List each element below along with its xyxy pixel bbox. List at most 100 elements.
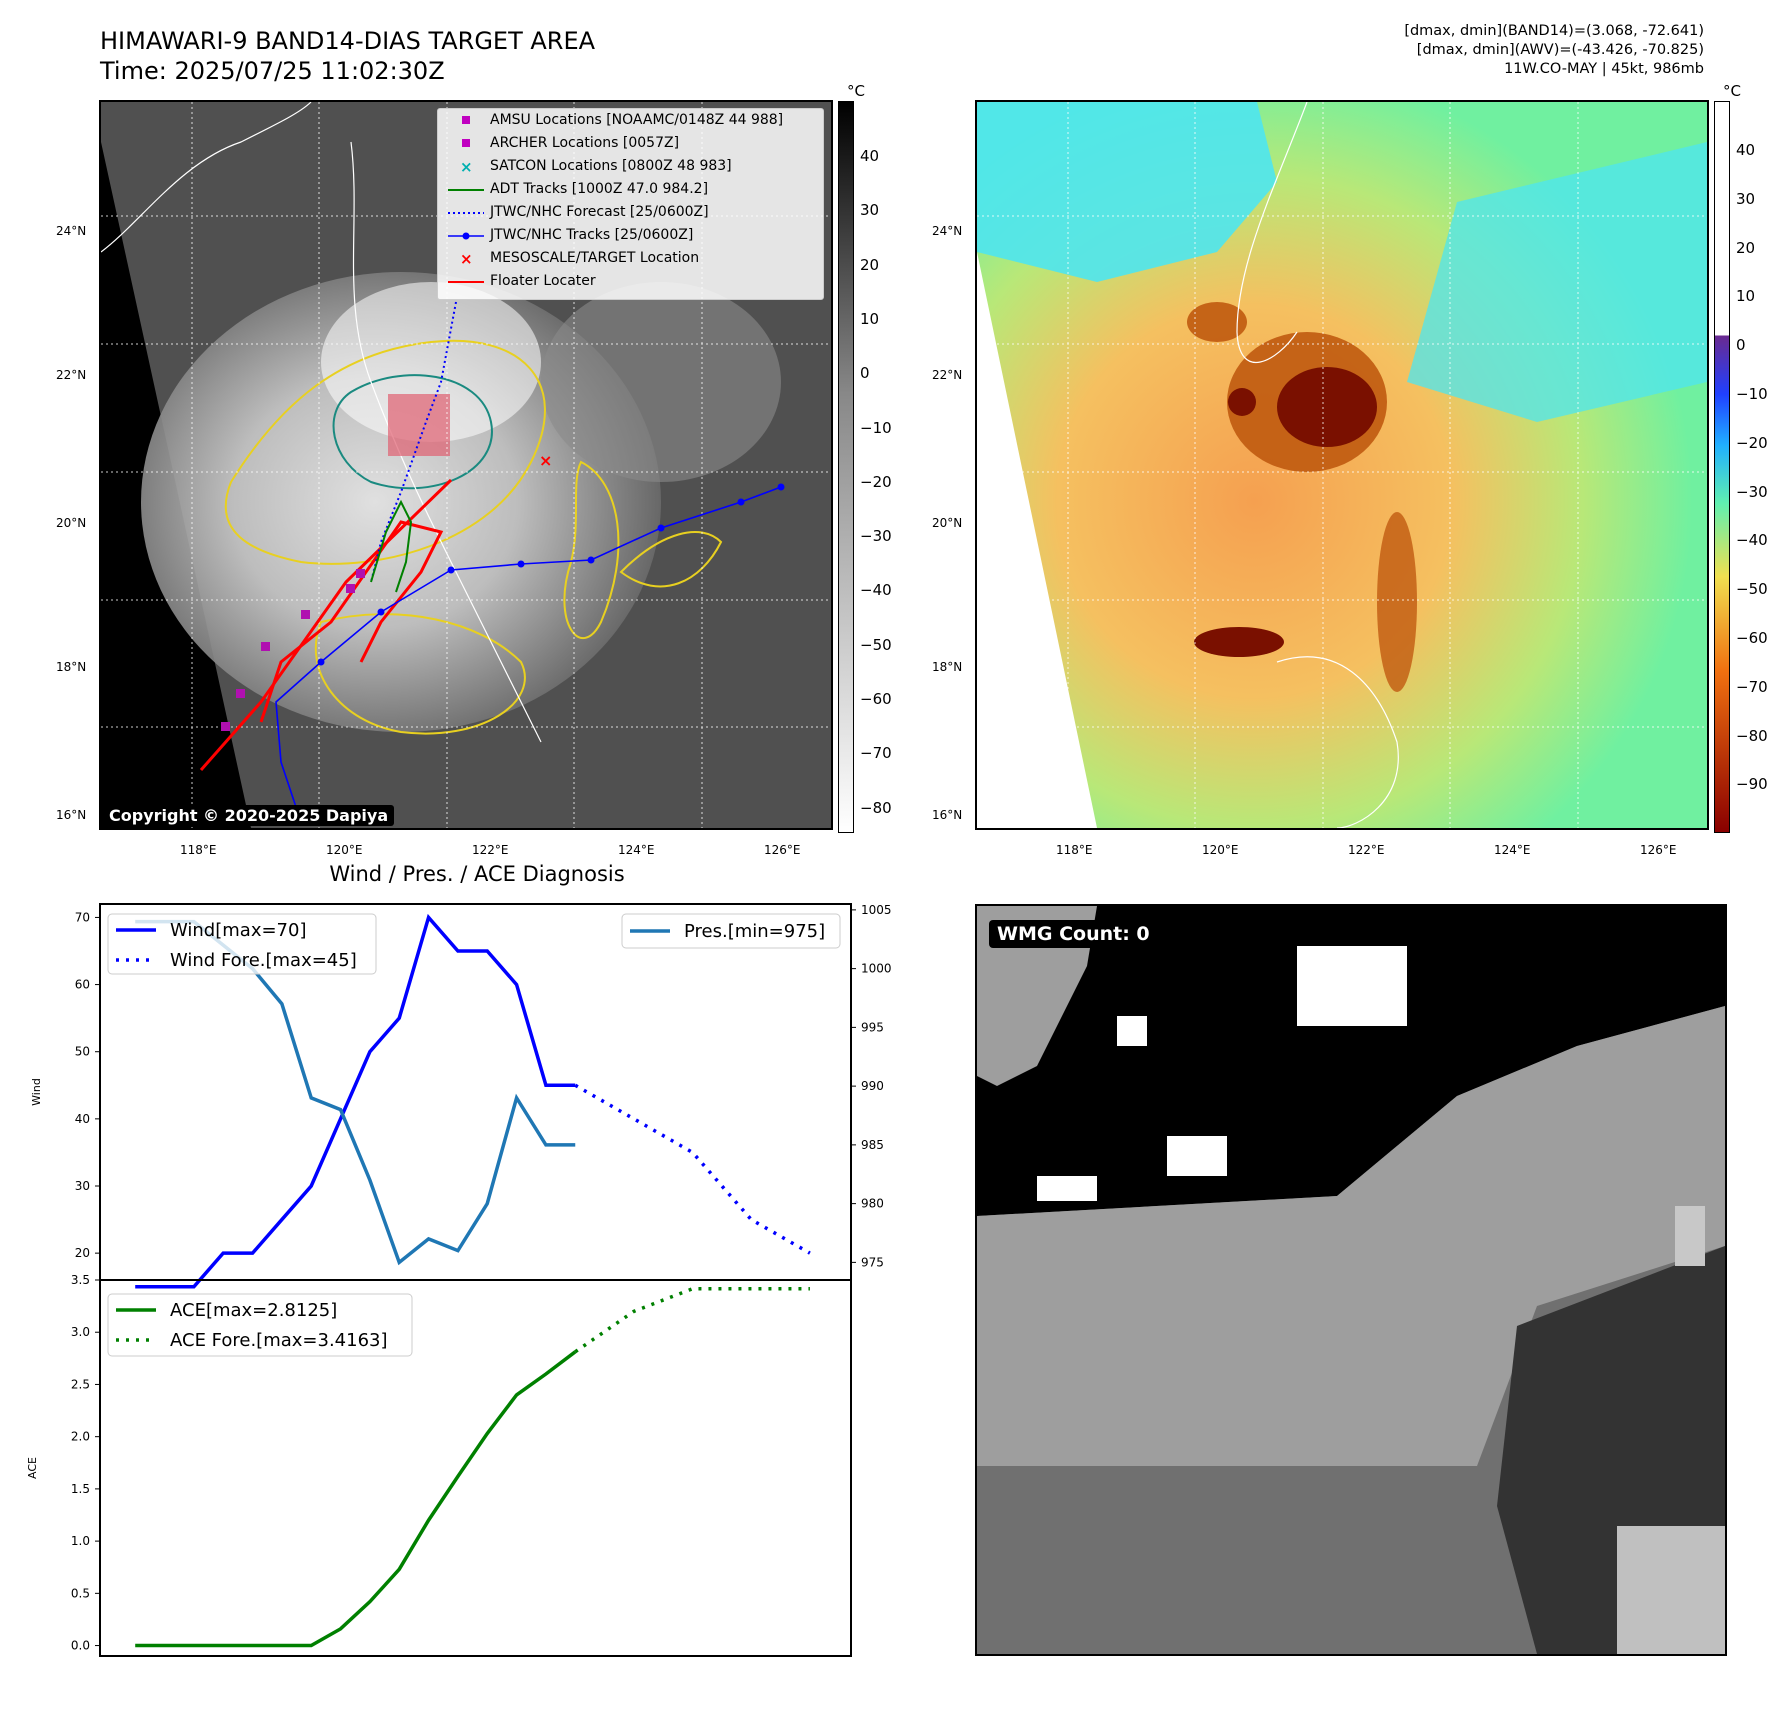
svg-text:×: × xyxy=(460,250,473,268)
legend-label: MESOSCALE/TARGET Location xyxy=(490,250,700,266)
y-right-tick-label: 975 xyxy=(861,1255,884,1269)
title-line-2: Time: 2025/07/25 11:02:30Z xyxy=(100,57,445,85)
square-marker-icon xyxy=(462,139,470,147)
legend-label: JTWC/NHC Tracks [25/0600Z] xyxy=(490,227,694,243)
lat-label: 24°N xyxy=(56,224,87,238)
colorbar-tick-label: −80 xyxy=(1736,726,1768,745)
colorbar-tick-label: −50 xyxy=(1736,580,1768,599)
lat-label: 20°N xyxy=(932,516,963,530)
lat-label: 18°N xyxy=(932,660,963,674)
y-tick-label: 1.0 xyxy=(71,1534,90,1548)
colorbar-tick-label: −40 xyxy=(860,581,892,600)
awv-colorbar xyxy=(1714,101,1730,833)
colorbar-tick-label: −60 xyxy=(1736,629,1768,647)
legend-label: Floater Locater xyxy=(490,273,596,289)
y-tick-label: 20 xyxy=(75,1246,90,1260)
colorbar-tick-label: −20 xyxy=(1736,433,1768,452)
legend-item-target: × MESOSCALE/TARGET Location xyxy=(438,247,823,270)
lon-label: 120°E xyxy=(1202,843,1239,857)
colorbar-tick-label: −40 xyxy=(1736,531,1768,550)
y-tick-label: 3.5 xyxy=(71,1273,90,1287)
y-right-tick-label: 1005 xyxy=(861,903,892,917)
y-right-tick-label: 1000 xyxy=(861,962,892,976)
wmg-count-badge: WMG Count: 0 xyxy=(989,920,1158,948)
colorbar-tick-label: −50 xyxy=(860,635,892,654)
colorbar-unit: °C xyxy=(1723,82,1741,100)
line-dot-icon xyxy=(448,232,484,240)
diagnosis-title: Wind / Pres. / ACE Diagnosis xyxy=(329,862,625,886)
lon-label: 126°E xyxy=(1640,843,1677,857)
legend-item-amsu: AMSU Locations [NOAAMC/0148Z 44 988] xyxy=(438,109,823,132)
lon-label: 118°E xyxy=(1056,843,1093,857)
colorbar-tick-label: −30 xyxy=(1736,482,1768,501)
svg-text:×: × xyxy=(460,158,473,176)
legend-item-jtwc-forecast: JTWC/NHC Forecast [25/0600Z] xyxy=(438,201,823,224)
legend-label: Wind[max=70] xyxy=(170,920,307,941)
legend-label: JTWC/NHC Forecast [25/0600Z] xyxy=(490,204,709,220)
colorbar-tick-label: −80 xyxy=(860,798,892,817)
info-line-2: [dmax, dmin](AWV)=(-43.426, -70.825) xyxy=(1416,42,1704,58)
colorbar-tick-label: −10 xyxy=(1736,385,1768,403)
colorbar-tick-label: 40 xyxy=(1736,141,1756,159)
y-tick-label: 60 xyxy=(75,978,90,992)
lat-label: 16°N xyxy=(56,808,87,822)
series-line xyxy=(135,913,576,1289)
wmg-image xyxy=(977,906,1725,1654)
awv-map-panel[interactable] xyxy=(975,100,1709,830)
legend-item-satcon: × SATCON Locations [0800Z 48 983] xyxy=(438,155,823,178)
lon-label: 124°E xyxy=(618,843,655,857)
band14-map-panel[interactable]: × AMSU Locations [NOAAMC/0148Z 44 988] A… xyxy=(99,100,833,830)
legend-label: Pres.[min=975] xyxy=(684,921,825,942)
lon-label: 118°E xyxy=(180,843,217,857)
legend-label: ADT Tracks [1000Z 47.0 984.2] xyxy=(490,181,709,197)
y-right-tick-label: 980 xyxy=(861,1197,884,1211)
legend-label: SATCON Locations [0800Z 48 983] xyxy=(490,158,732,174)
lon-label: 120°E xyxy=(326,843,363,857)
colorbar-unit: °C xyxy=(847,82,865,100)
wmg-panel[interactable]: WMG Count: 0 xyxy=(975,904,1727,1656)
y-tick-label: 0.5 xyxy=(71,1586,90,1600)
map-legend: AMSU Locations [NOAAMC/0148Z 44 988] ARC… xyxy=(437,108,824,300)
diagnosis-chart[interactable]: 20 30 40 50 60 70 975 980 985 990 995 1000 1005 Wind P… xyxy=(0,890,900,1710)
lon-label: 124°E xyxy=(1494,843,1531,857)
colorbar-tick-label: −60 xyxy=(860,690,892,708)
legend-label: ACE[max=2.8125] xyxy=(170,1300,337,1321)
colorbar-tick-label: 10 xyxy=(1736,287,1756,306)
legend-label: ACE Fore.[max=3.4163] xyxy=(170,1330,388,1351)
series-line xyxy=(574,1083,811,1255)
legend-label: ARCHER Locations [0057Z] xyxy=(490,135,680,151)
y-tick-label: 50 xyxy=(75,1045,90,1059)
svg-text:×: × xyxy=(539,451,552,470)
y-axis-label: ACE xyxy=(26,1457,39,1479)
y-tick-label: 2.5 xyxy=(71,1377,90,1391)
colorbar-tick-label: −70 xyxy=(1736,677,1768,696)
y-right-tick-label: 985 xyxy=(861,1138,884,1152)
series-line xyxy=(135,1350,577,1648)
lon-label: 122°E xyxy=(472,843,509,857)
dotted-line-icon xyxy=(448,212,484,214)
lat-label: 22°N xyxy=(932,368,963,382)
y-right-tick-label: 990 xyxy=(861,1079,884,1093)
line-marker-icon xyxy=(448,189,484,191)
line-marker-icon xyxy=(448,281,484,283)
info-block: [dmax, dmin](BAND14)=(3.068, -72.641) [d… xyxy=(1204,22,1704,79)
legend-item-jtwc-tracks: JTWC/NHC Tracks [25/0600Z] xyxy=(438,224,823,247)
square-marker-icon xyxy=(462,116,470,124)
colorbar-tick-label: 40 xyxy=(860,147,880,165)
colorbar-tick-label: 10 xyxy=(860,309,880,328)
colorbar-tick-label: 30 xyxy=(860,201,880,220)
title-line-1: HIMAWARI-9 BAND14-DIAS TARGET AREA xyxy=(100,27,596,55)
y-tick-label: 0.0 xyxy=(71,1639,90,1653)
y-right-tick-label: 995 xyxy=(861,1020,884,1034)
colorbar-tick-label: −10 xyxy=(860,418,892,437)
colorbar-tick-label: −30 xyxy=(860,527,892,546)
lon-label: 126°E xyxy=(764,843,801,857)
copyright-badge: Copyright © 2020-2025 Dapiya xyxy=(103,805,395,826)
colorbar-tick-label: −90 xyxy=(1736,775,1768,794)
legend-label: Wind Fore.[max=45] xyxy=(170,950,357,971)
awv-map-image xyxy=(977,102,1707,828)
info-line-3: 11W.CO-MAY | 45kt, 986mb xyxy=(1504,61,1704,77)
pressure-legend-box xyxy=(621,913,841,949)
band14-colorbar xyxy=(838,101,854,833)
legend-label: AMSU Locations [NOAAMC/0148Z 44 988] xyxy=(490,112,784,128)
